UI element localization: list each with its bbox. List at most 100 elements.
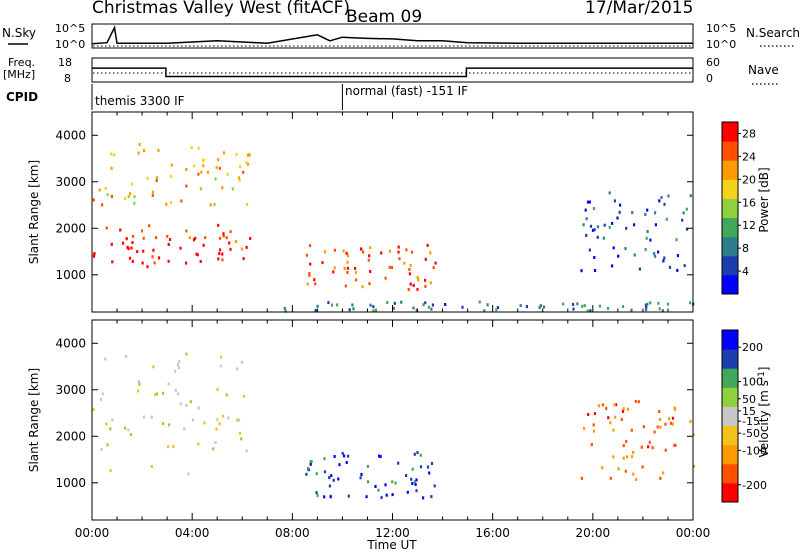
velocity-ylabel: Slant Range [km] xyxy=(27,368,41,472)
echo-cell xyxy=(217,158,220,162)
echo-cell xyxy=(397,250,400,254)
echo-cell xyxy=(152,365,155,369)
echo-cell xyxy=(601,466,604,470)
nsky-panel: N.Sky 10^5 10^0 10^5 10^0 N.Search xyxy=(2,22,800,51)
colorbar-tick-label: 15 xyxy=(742,405,756,418)
echo-cell xyxy=(649,238,652,242)
freq-tick-top: 18 xyxy=(58,56,72,69)
colorbar-tick-label: 16 xyxy=(742,196,756,209)
echo-cell xyxy=(330,474,333,478)
echo-cell xyxy=(185,352,188,356)
echo-cell xyxy=(413,480,416,484)
echo-cell xyxy=(685,227,689,231)
echo-cell xyxy=(308,272,311,275)
echo-cell xyxy=(344,284,347,288)
nsearch-tick-top: 10^5 xyxy=(706,22,736,35)
echo-cell xyxy=(238,178,241,182)
echo-cell xyxy=(613,199,616,203)
echo-cell xyxy=(607,416,610,420)
echo-cell xyxy=(309,262,312,266)
echo-cell xyxy=(218,422,221,425)
echo-cell xyxy=(142,249,145,253)
echo-cell xyxy=(673,406,676,410)
echo-cell xyxy=(689,301,692,305)
echo-cell xyxy=(307,467,310,470)
echo-cell xyxy=(626,407,629,411)
echo-cell xyxy=(332,270,335,274)
echo-cell xyxy=(183,427,186,431)
colorbar-swatch xyxy=(722,349,738,369)
echo-cell xyxy=(606,306,610,310)
echo-cell xyxy=(245,449,248,453)
echo-cell xyxy=(328,484,331,488)
echo-cell xyxy=(666,302,670,306)
echo-cell xyxy=(123,197,127,200)
echo-cell xyxy=(638,267,641,271)
echo-cell xyxy=(176,392,180,396)
echo-cell xyxy=(633,223,636,227)
colorbar-swatch xyxy=(722,463,738,484)
echo-cell xyxy=(416,451,419,455)
echo-cell xyxy=(369,270,372,273)
echo-cell xyxy=(369,303,372,307)
echo-cell xyxy=(109,427,112,431)
echo-cell xyxy=(214,441,217,444)
echo-cell xyxy=(413,452,416,456)
echo-cell xyxy=(657,301,660,305)
echo-cell xyxy=(624,469,627,473)
echo-cell xyxy=(314,282,317,286)
echo-region-1 xyxy=(305,451,436,500)
echo-cell xyxy=(632,451,635,454)
colorbar-swatch xyxy=(722,217,738,238)
colorbar-swatch xyxy=(722,482,738,503)
colorbar-swatch xyxy=(722,425,738,446)
echo-cell xyxy=(519,304,522,308)
echo-cell xyxy=(132,234,135,238)
echo-cell xyxy=(612,455,615,459)
echo-cell xyxy=(625,226,628,230)
echo-cell xyxy=(640,445,643,449)
echo-cell xyxy=(179,246,182,250)
echo-cell xyxy=(308,273,311,277)
echo-cell xyxy=(242,257,245,261)
echo-cell xyxy=(315,472,318,476)
echo-cell xyxy=(415,308,418,312)
echo-cell xyxy=(222,151,226,155)
echo-cell xyxy=(486,303,489,307)
echo-cell xyxy=(539,304,542,308)
echo-cell xyxy=(593,228,596,232)
echo-cell xyxy=(625,440,628,443)
echo-cell xyxy=(668,417,671,421)
nsky-tick-top: 10^5 xyxy=(55,22,85,35)
echo-cell xyxy=(218,236,222,240)
echo-region-3 xyxy=(283,300,695,313)
echo-cell xyxy=(127,195,130,198)
echo-cell xyxy=(671,416,675,420)
echo-cell xyxy=(634,399,637,403)
echo-cell xyxy=(478,300,481,304)
echo-cell xyxy=(611,264,614,268)
echo-cell xyxy=(148,224,151,228)
echo-cell xyxy=(93,252,96,255)
colorbar-tick-label: 12 xyxy=(742,219,756,232)
echo-cell xyxy=(343,267,346,270)
echo-cell xyxy=(496,306,499,309)
echo-cell xyxy=(682,211,685,215)
power-panel: 1000 2000 3000 4000 Slant Range [km] 28 24 20… xyxy=(27,111,771,313)
echo-cell xyxy=(106,193,109,197)
echo-cell xyxy=(689,194,692,198)
colorbar-tick-label: 8 xyxy=(742,242,749,255)
echo-cell xyxy=(119,228,122,232)
echo-cell xyxy=(368,282,371,286)
echo-cell xyxy=(434,261,437,265)
echo-cell xyxy=(206,170,209,174)
echo-cell xyxy=(146,176,149,180)
time-tick-label: 16:00 xyxy=(475,526,510,540)
echo-cell xyxy=(419,465,423,469)
echo-cell xyxy=(596,225,599,229)
echo-cell xyxy=(323,495,326,499)
colorbar-swatch xyxy=(722,387,738,407)
echo-cell xyxy=(428,471,431,475)
echo-cell xyxy=(409,263,412,267)
echo-cell xyxy=(138,142,141,146)
